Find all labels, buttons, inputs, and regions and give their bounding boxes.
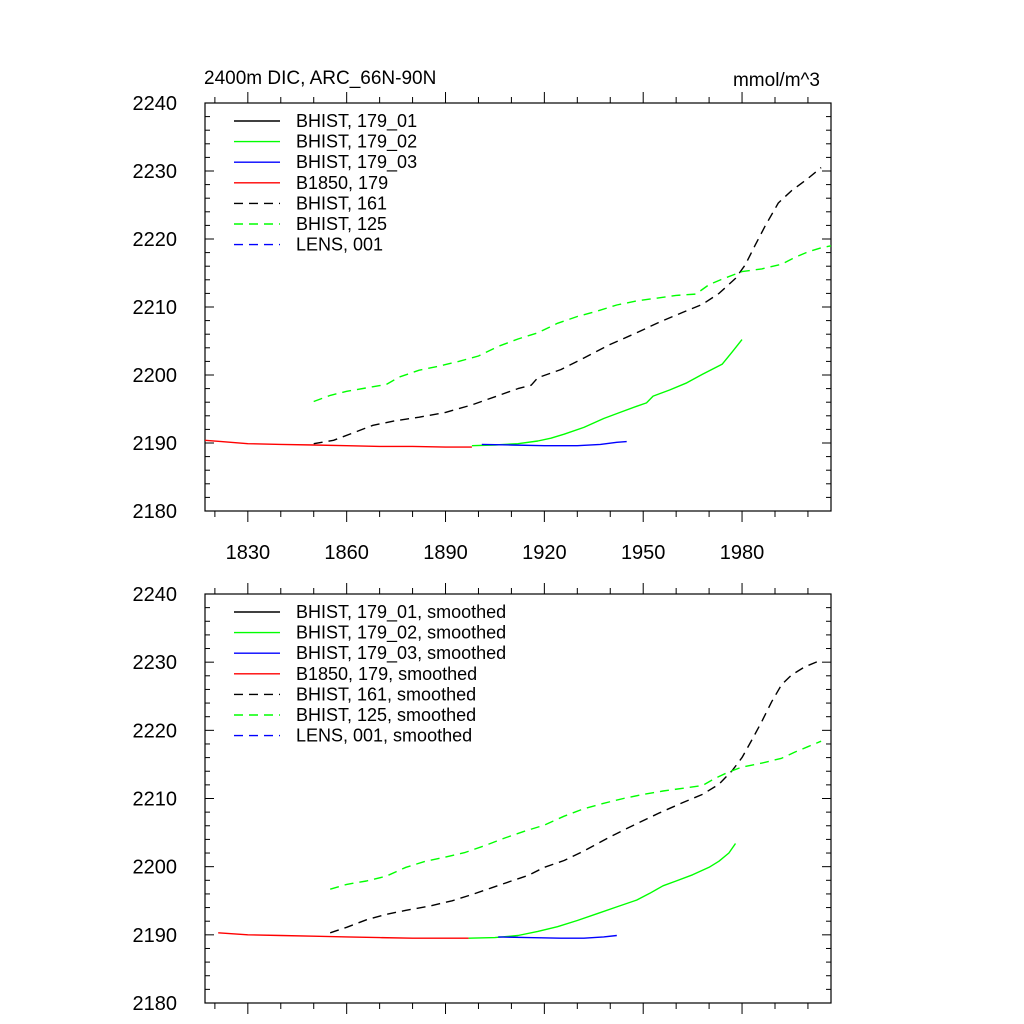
legend-label: LENS, 001 [296,235,383,255]
legend-label: BHIST, 179_01 [296,111,417,132]
legend-label: BHIST, 179_01, smoothed [296,602,506,623]
legend-label: BHIST, 179_02, smoothed [296,623,506,644]
plot-area: 2180 2190 2200 2210 2220 2230 2240 BHIST, 179_0… [133,583,832,1015]
y-tick-label: 2190 [133,433,178,455]
legend-label: BHIST, 179_03, smoothed [296,643,506,664]
y-tick-label: 2210 [133,297,178,319]
series-line [218,932,469,939]
x-tick-label: 1980 [720,542,765,564]
series-line [481,440,627,447]
legend-label: BHIST, 179_03 [296,152,417,173]
series-line [313,167,822,445]
y-tick-label: 2180 [133,501,178,523]
series-line [330,740,822,890]
y-tick-label: 2240 [133,584,178,606]
units-label: mmol/m^3 [733,70,820,91]
y-tick-label: 2210 [133,789,178,811]
y-tick-label: 2190 [133,925,178,947]
legend-label: BHIST, 179_02 [296,132,417,153]
series-line [498,934,617,939]
legend-label: B1850, 179, smoothed [296,664,477,684]
legend-label: BHIST, 125 [296,214,387,234]
y-tick-label: 2220 [133,229,178,251]
series-line [313,245,832,403]
x-tick-label: 1920 [522,542,567,564]
y-tick-label: 2200 [133,365,178,387]
top-chart-panel: 2400m DIC, ARC_66N-90N mmol/m^3 2180 2190… [133,68,832,564]
plot-area: 2180 2190 2200 2210 2220 2230 2240 1830 1860 1890… [133,92,832,564]
series-line [204,439,472,448]
bottom-chart-panel: 2180 2190 2200 2210 2220 2230 2240 BHIST, 179_0… [133,583,832,1015]
x-tick-label: 1950 [621,542,666,564]
legend-label: B1850, 179 [296,173,388,193]
series-line [471,339,743,447]
series-line [329,659,822,934]
legend-label: BHIST, 125, smoothed [296,705,476,725]
y-tick-label: 2220 [133,720,178,742]
legend-label: LENS, 001, smoothed [296,726,472,746]
legend-label: BHIST, 161 [296,193,387,213]
x-tick-label: 1830 [226,542,271,564]
y-tick-label: 2230 [133,652,178,674]
y-tick-label: 2180 [133,993,178,1015]
x-tick-label: 1890 [423,542,468,564]
chart-title: 2400m DIC, ARC_66N-90N [204,68,436,89]
x-tick-label: 1860 [324,542,369,564]
legend-label: BHIST, 161, smoothed [296,684,476,704]
y-tick-label: 2240 [133,93,178,115]
y-tick-label: 2200 [133,857,178,879]
y-tick-label: 2230 [133,161,178,183]
series-line [468,843,737,939]
